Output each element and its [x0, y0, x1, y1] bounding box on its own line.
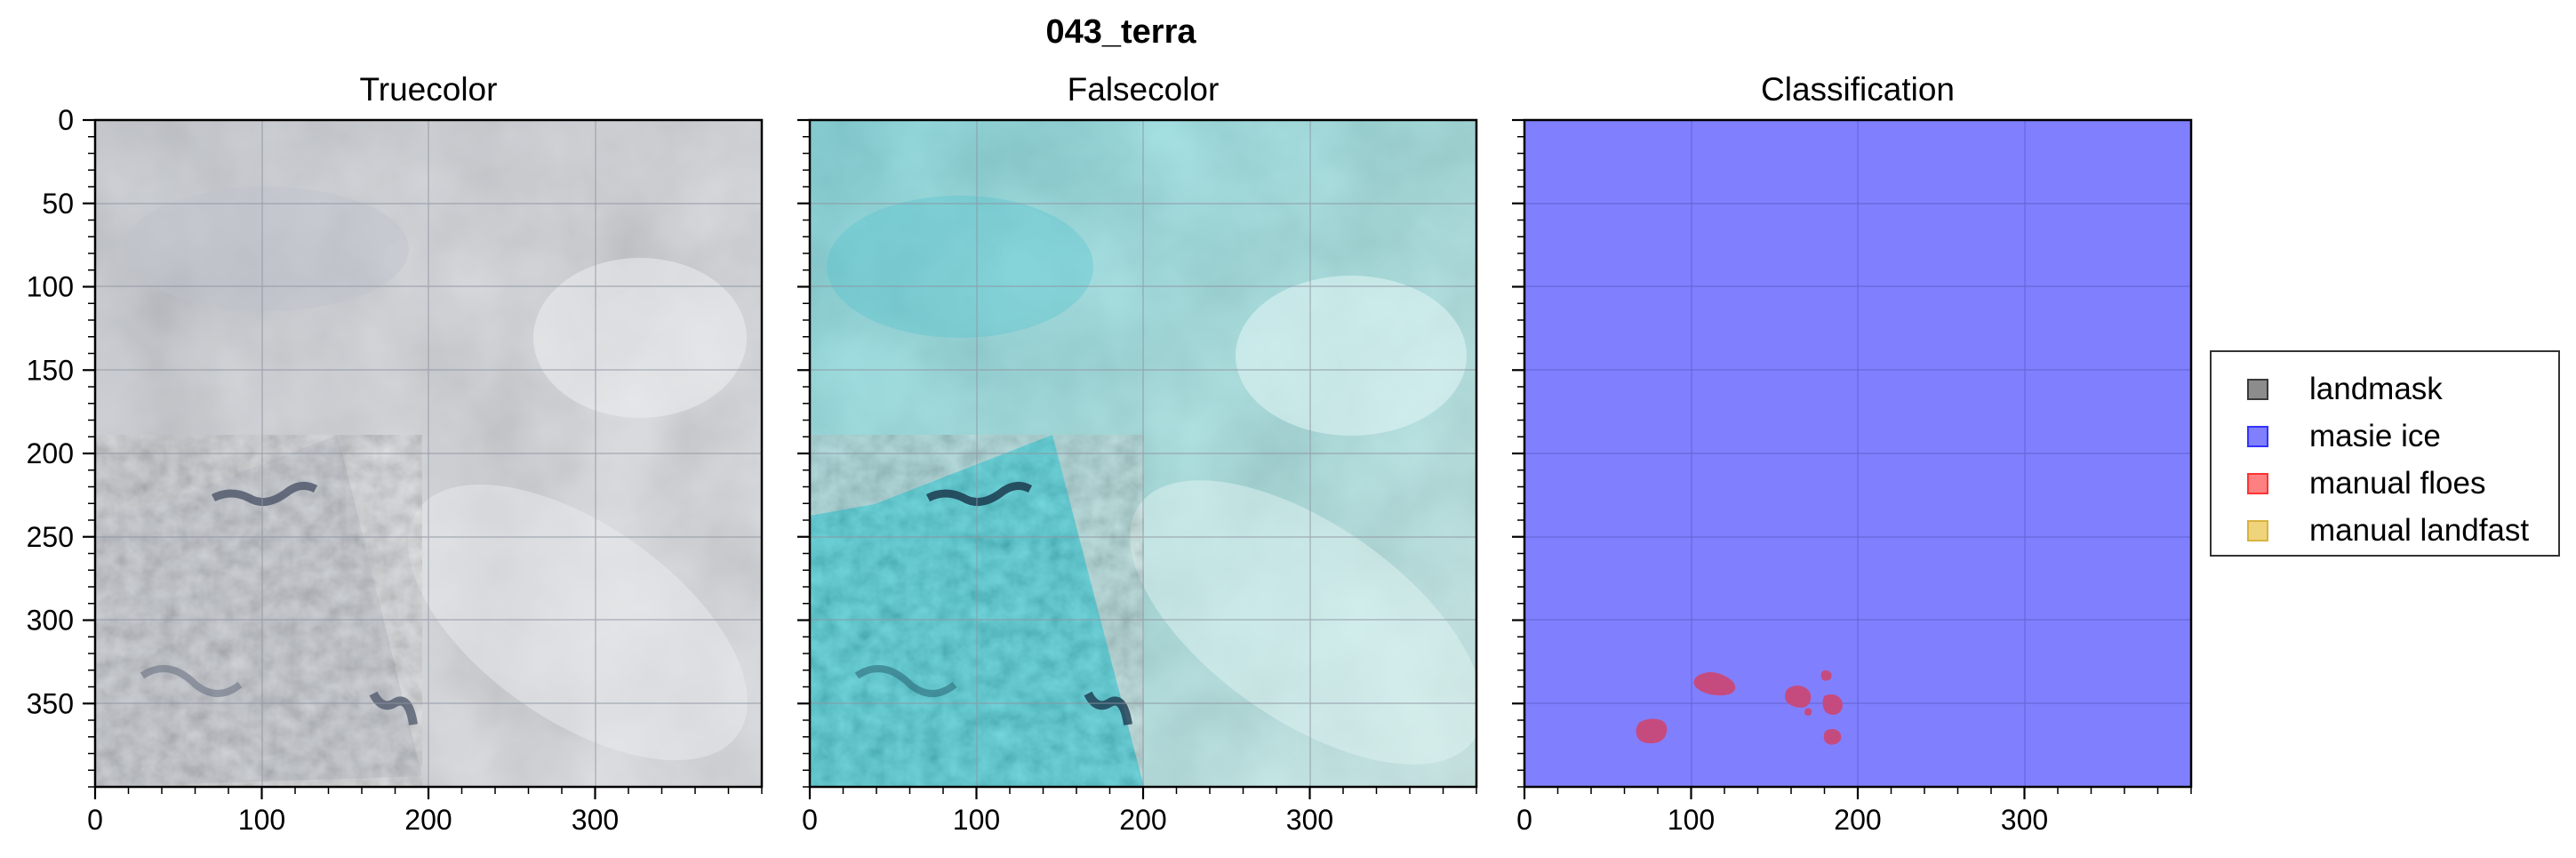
y-tick-label: 100 — [27, 271, 74, 303]
classification-grid — [1524, 120, 2191, 787]
truecolor-image — [95, 120, 762, 787]
legend-item-manual-landfast: manual landfast — [2247, 513, 2529, 549]
floe-7 — [1823, 728, 1842, 745]
y-tick-label: 0 — [58, 104, 74, 136]
landmask-swatch — [2247, 379, 2268, 400]
falsecolor-image — [810, 120, 1476, 787]
floe-2 — [1693, 672, 1736, 696]
manual-floes-shapes — [1636, 670, 1843, 745]
y-tick-label: 200 — [27, 437, 74, 469]
legend: landmask masie ice manual floes manual l… — [2210, 350, 2560, 557]
x-tick-label: 200 — [1834, 804, 1881, 836]
legend-label-landmask: landmask — [2309, 372, 2443, 406]
truecolor-panel: 0 100 200 300 0 50 100 150 200 250 300 350 — [27, 104, 764, 836]
legend-item-landmask: landmask — [2247, 372, 2443, 407]
panel-title-truecolor: Truecolor — [360, 71, 498, 108]
y-tick-label: 300 — [27, 605, 74, 637]
y-tick-label: 50 — [42, 188, 74, 220]
x-tick-label: 100 — [953, 804, 1000, 836]
truecolor-ticks: 0 100 200 300 0 50 100 150 200 250 300 350 — [27, 104, 763, 836]
panel-title-classification: Classification — [1761, 71, 1955, 108]
floe-6 — [1804, 708, 1812, 716]
floe-3 — [1785, 686, 1812, 708]
falsecolor-ticks: 0 100 200 300 — [797, 118, 1477, 836]
falsecolor-panel: 0 100 200 300 — [797, 118, 1478, 836]
manual-floes-swatch — [2247, 473, 2268, 494]
x-tick-label: 0 — [87, 804, 103, 836]
legend-item-masie-ice: masie ice — [2247, 419, 2441, 454]
x-tick-label: 300 — [2001, 804, 2048, 836]
legend-item-manual-floes: manual floes — [2247, 466, 2485, 501]
y-tick-label: 150 — [27, 354, 74, 386]
legend-label-manual-landfast: manual landfast — [2309, 513, 2530, 548]
falsecolor-grid — [810, 120, 1476, 787]
x-tick-label: 200 — [404, 804, 452, 836]
x-tick-label: 300 — [1286, 804, 1333, 836]
floe-1 — [1636, 718, 1668, 743]
x-tick-label: 100 — [1668, 804, 1715, 836]
x-tick-label: 0 — [802, 804, 818, 836]
manual-landfast-swatch — [2247, 520, 2268, 541]
y-tick-label: 250 — [27, 521, 74, 553]
figure-suptitle: 043_terra — [1045, 13, 1196, 51]
x-tick-label: 0 — [1516, 804, 1532, 836]
legend-label-masie-ice: masie ice — [2309, 419, 2441, 453]
legend-label-manual-floes: manual floes — [2309, 466, 2486, 501]
floe-4 — [1820, 670, 1832, 681]
masie-ice-swatch — [2247, 426, 2268, 447]
x-tick-label: 200 — [1119, 804, 1166, 836]
panel-title-falsecolor: Falsecolor — [1068, 71, 1220, 108]
classification-ticks: 0 100 200 300 — [1512, 118, 2192, 836]
y-tick-label: 350 — [27, 687, 74, 719]
floe-5 — [1822, 694, 1843, 715]
x-tick-label: 300 — [572, 804, 619, 836]
truecolor-grid — [95, 120, 762, 787]
x-tick-label: 100 — [238, 804, 285, 836]
classification-panel: 0 100 200 300 — [1512, 118, 2193, 836]
